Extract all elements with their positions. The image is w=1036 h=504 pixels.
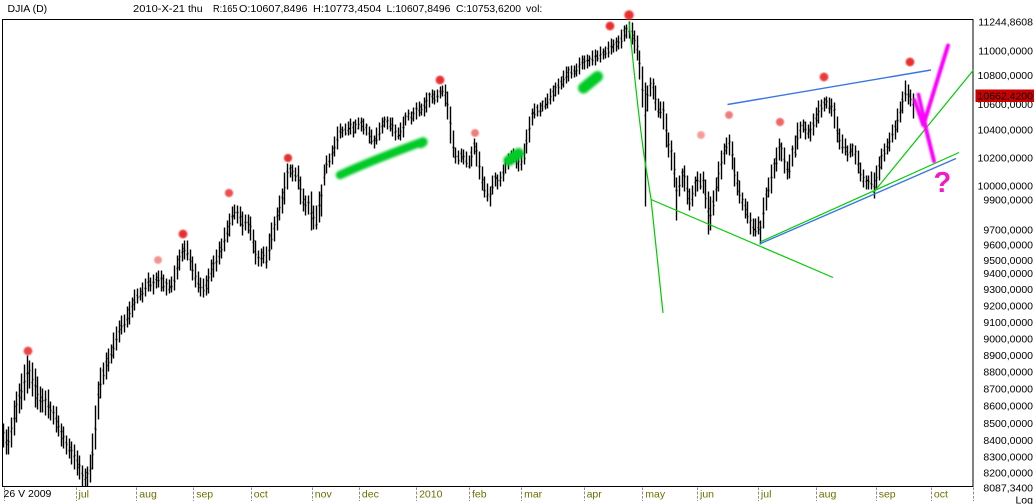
svg-text:feb: feb bbox=[472, 489, 487, 501]
svg-text:2010: 2010 bbox=[419, 489, 443, 501]
svg-text:jul: jul bbox=[760, 489, 772, 501]
svg-text:9700,0000: 9700,0000 bbox=[983, 225, 1033, 237]
svg-text:9200,0000: 9200,0000 bbox=[983, 301, 1033, 313]
svg-text:may: may bbox=[645, 489, 666, 501]
svg-text:8087,3400: 8087,3400 bbox=[983, 483, 1033, 495]
svg-text:10400,0000: 10400,0000 bbox=[978, 125, 1034, 137]
svg-text:sep: sep bbox=[879, 489, 896, 501]
svg-text:aug: aug bbox=[139, 489, 157, 501]
svg-text:8300,0000: 8300,0000 bbox=[983, 451, 1033, 463]
svg-text:?: ? bbox=[934, 167, 952, 199]
svg-text:C:10753,6200: C:10753,6200 bbox=[456, 3, 521, 15]
svg-text:8700,0000: 8700,0000 bbox=[983, 384, 1033, 396]
svg-text:Log: Log bbox=[1015, 495, 1033, 504]
svg-text:vol:: vol: bbox=[526, 3, 542, 15]
svg-text:10800,0000: 10800,0000 bbox=[978, 70, 1034, 82]
svg-text:sep: sep bbox=[196, 489, 213, 501]
svg-text:jul: jul bbox=[78, 489, 90, 501]
svg-text:nov: nov bbox=[315, 489, 333, 501]
svg-text:10200,0000: 10200,0000 bbox=[978, 153, 1034, 165]
svg-text:11000,0000: 11000,0000 bbox=[978, 46, 1033, 58]
svg-text:8800,0000: 8800,0000 bbox=[983, 367, 1033, 379]
svg-text:9400,0000: 9400,0000 bbox=[983, 268, 1033, 280]
svg-text:8900,0000: 8900,0000 bbox=[983, 350, 1033, 362]
svg-text:8400,0000: 8400,0000 bbox=[983, 435, 1033, 447]
svg-text:dec: dec bbox=[362, 489, 379, 501]
svg-text:O:10607,8496: O:10607,8496 bbox=[239, 3, 308, 15]
svg-text:H:10773,4504: H:10773,4504 bbox=[313, 3, 382, 15]
svg-text:10662,4200: 10662,4200 bbox=[978, 91, 1034, 103]
svg-text:9100,0000: 9100,0000 bbox=[983, 317, 1033, 329]
svg-text:DJIA (D): DJIA (D) bbox=[8, 3, 48, 15]
svg-text:9600,0000: 9600,0000 bbox=[983, 240, 1033, 252]
svg-text:9000,0000: 9000,0000 bbox=[983, 334, 1033, 346]
svg-text:9300,0000: 9300,0000 bbox=[983, 284, 1033, 296]
svg-text:mar: mar bbox=[524, 489, 543, 501]
svg-text:oct: oct bbox=[934, 489, 948, 501]
svg-text:aug: aug bbox=[819, 489, 837, 501]
svg-text:8500,0000: 8500,0000 bbox=[983, 418, 1033, 430]
svg-text:10000,0000: 10000,0000 bbox=[978, 181, 1034, 193]
svg-text:8600,0000: 8600,0000 bbox=[983, 401, 1033, 413]
svg-text:R:165: R:165 bbox=[213, 3, 238, 15]
svg-text:thu: thu bbox=[188, 3, 203, 15]
svg-text:oct: oct bbox=[254, 489, 268, 501]
svg-text:11244,8608: 11244,8608 bbox=[978, 17, 1033, 29]
svg-text:jun: jun bbox=[699, 489, 714, 501]
svg-text:L:10607,8496: L:10607,8496 bbox=[387, 3, 451, 15]
svg-text:9900,0000: 9900,0000 bbox=[983, 195, 1033, 207]
svg-text:2010-X-21: 2010-X-21 bbox=[133, 3, 185, 15]
svg-text:9500,0000: 9500,0000 bbox=[983, 255, 1033, 267]
svg-text:26 V 2009: 26 V 2009 bbox=[4, 488, 52, 500]
svg-text:8200,0000: 8200,0000 bbox=[983, 467, 1033, 479]
svg-text:apr: apr bbox=[587, 489, 603, 501]
